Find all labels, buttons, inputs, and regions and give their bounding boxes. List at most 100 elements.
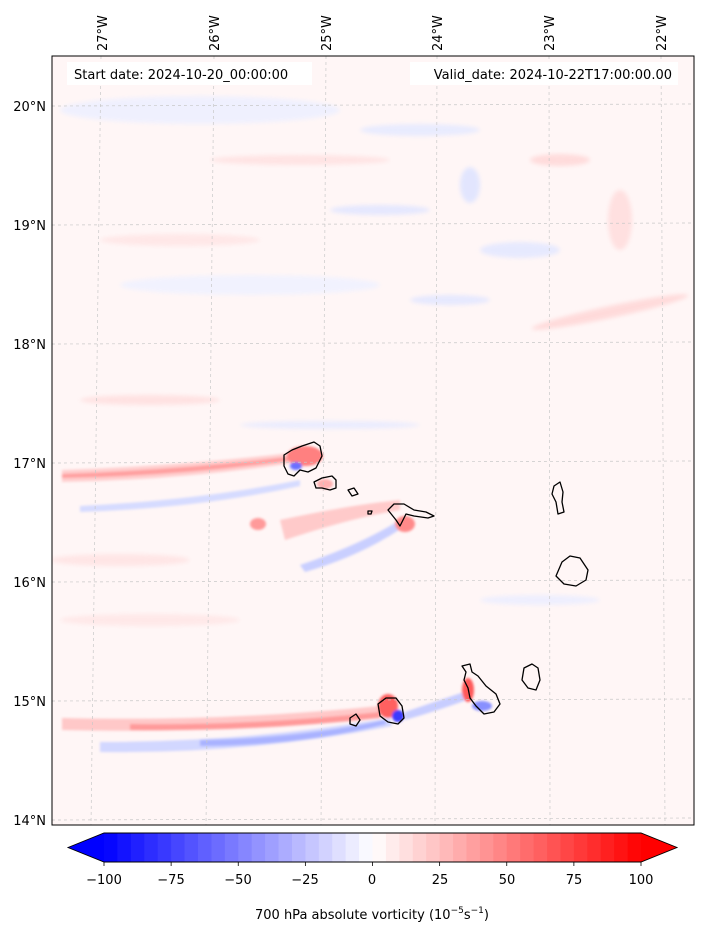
- colorbar-segment: [439, 833, 454, 862]
- valid-date-box: Valid_date: 2024-10-22T17:00:00.00: [410, 62, 678, 85]
- colorbar-segment: [224, 833, 239, 862]
- colorbar-segment: [238, 833, 253, 862]
- meridian: [320, 56, 327, 825]
- lat-label: 17°N: [13, 457, 46, 472]
- lon-label: 24°W: [431, 15, 446, 51]
- vorticity-field: [52, 96, 689, 626]
- colorbar-segment: [372, 833, 387, 862]
- vorticity-wake-north: [62, 452, 415, 572]
- vort-blob: [480, 242, 560, 258]
- colorbar-segment: [547, 833, 561, 862]
- colorbar-segment: [184, 833, 199, 862]
- lon-label: 26°W: [208, 15, 223, 51]
- island-santiago: [461, 663, 501, 715]
- lat-label: 18°N: [13, 338, 46, 353]
- vort-blob: [60, 614, 240, 626]
- map-background: [52, 56, 694, 825]
- vort-blob: [395, 516, 415, 532]
- vort-blob: [472, 701, 492, 711]
- colorbar-tick-label: 0: [368, 873, 376, 888]
- lon-label: 27°W: [96, 15, 111, 51]
- lat-label: 19°N: [13, 219, 46, 234]
- wake-band: [280, 500, 400, 540]
- vort-blob: [240, 421, 420, 429]
- vort-blob: [100, 234, 260, 246]
- island-boa-vista: [555, 555, 589, 587]
- colorbar-segment: [157, 833, 172, 862]
- colorbar-segment: [144, 833, 159, 862]
- vort-blob: [530, 154, 590, 166]
- gridlines: [52, 56, 694, 825]
- vorticity-island-north: [287, 446, 333, 489]
- colorbar: −100 −75 −50 −25 0 25 50 75 100 700 hPa …: [66, 832, 679, 923]
- lat-label: 15°N: [13, 695, 46, 710]
- lat-label: 20°N: [13, 100, 46, 115]
- meridian: [90, 56, 102, 825]
- colorbar-title-sup1: −5: [451, 906, 464, 916]
- colorbar-segment: [466, 833, 481, 862]
- vorticity-wake-south: [62, 678, 492, 753]
- parallel: [52, 460, 694, 464]
- colorbar-tick-label: 100: [629, 873, 654, 888]
- meridian: [434, 56, 438, 825]
- coastlines: [283, 441, 589, 727]
- parallel: [52, 817, 694, 821]
- island-maio: [521, 663, 541, 691]
- parallel: [52, 222, 694, 226]
- colorbar-tick-label: −75: [157, 873, 184, 888]
- vort-blob: [80, 395, 220, 405]
- lat-label: 16°N: [13, 576, 46, 591]
- start-date-box: Start date: 2024-10-20_00:00:00: [67, 62, 312, 85]
- colorbar-tick-label: −100: [86, 873, 122, 888]
- colorbar-tick-label: −50: [224, 873, 251, 888]
- island-raso: [367, 510, 373, 515]
- wake-band: [300, 520, 402, 572]
- wake-band: [62, 456, 295, 478]
- parallel: [52, 341, 694, 345]
- island-santa-luzia: [347, 487, 359, 497]
- parallel: [52, 579, 694, 583]
- vort-blob: [250, 518, 266, 530]
- parallel: [52, 698, 694, 702]
- colorbar-segment: [399, 833, 414, 862]
- vort-blob: [392, 710, 404, 722]
- colorbar-segment: [520, 833, 534, 862]
- colorbar-segment: [493, 833, 508, 862]
- colorbar-segment: [104, 833, 118, 862]
- vort-blob: [60, 96, 340, 124]
- lon-label: 23°W: [543, 15, 558, 51]
- colorbar-segment: [479, 833, 494, 862]
- colorbar-segment: [359, 833, 373, 862]
- colorbar-segments: [104, 833, 642, 862]
- longitude-labels: 27°W 26°W 25°W 24°W 23°W 22°W: [96, 15, 670, 51]
- map-panel: Start date: 2024-10-20_00:00:00 Valid_da…: [51, 55, 695, 826]
- colorbar-title-end: ): [484, 908, 489, 923]
- lon-label: 25°W: [320, 15, 335, 51]
- start-date-label: Start date: 2024-10-20_00:00:00: [74, 68, 288, 83]
- colorbar-segment: [265, 833, 279, 862]
- lon-label: 22°W: [655, 15, 670, 51]
- vort-blob: [290, 462, 302, 470]
- colorbar-segment: [211, 833, 226, 862]
- colorbar-segment: [600, 833, 615, 862]
- colorbar-segment: [453, 833, 467, 862]
- vort-blob: [480, 595, 600, 605]
- colorbar-title-sup2: −1: [471, 906, 484, 916]
- lat-label: 14°N: [13, 814, 46, 829]
- vort-blob: [410, 295, 490, 305]
- wake-band: [80, 480, 300, 512]
- parallel: [52, 103, 694, 107]
- colorbar-segment: [318, 833, 333, 862]
- colorbar-tick-label: 25: [432, 873, 449, 888]
- colorbar-extend-low: [68, 833, 104, 862]
- colorbar-segment: [412, 833, 427, 862]
- colorbar-segment: [533, 833, 548, 862]
- colorbar-segment: [426, 833, 441, 862]
- island-brava: [349, 713, 361, 727]
- meridian: [205, 56, 215, 825]
- colorbar-segment: [587, 833, 602, 862]
- colorbar-title-main: 700 hPa absolute vorticity (10: [255, 908, 451, 923]
- colorbar-title-mid: s: [464, 908, 471, 923]
- colorbar-segment: [251, 833, 266, 862]
